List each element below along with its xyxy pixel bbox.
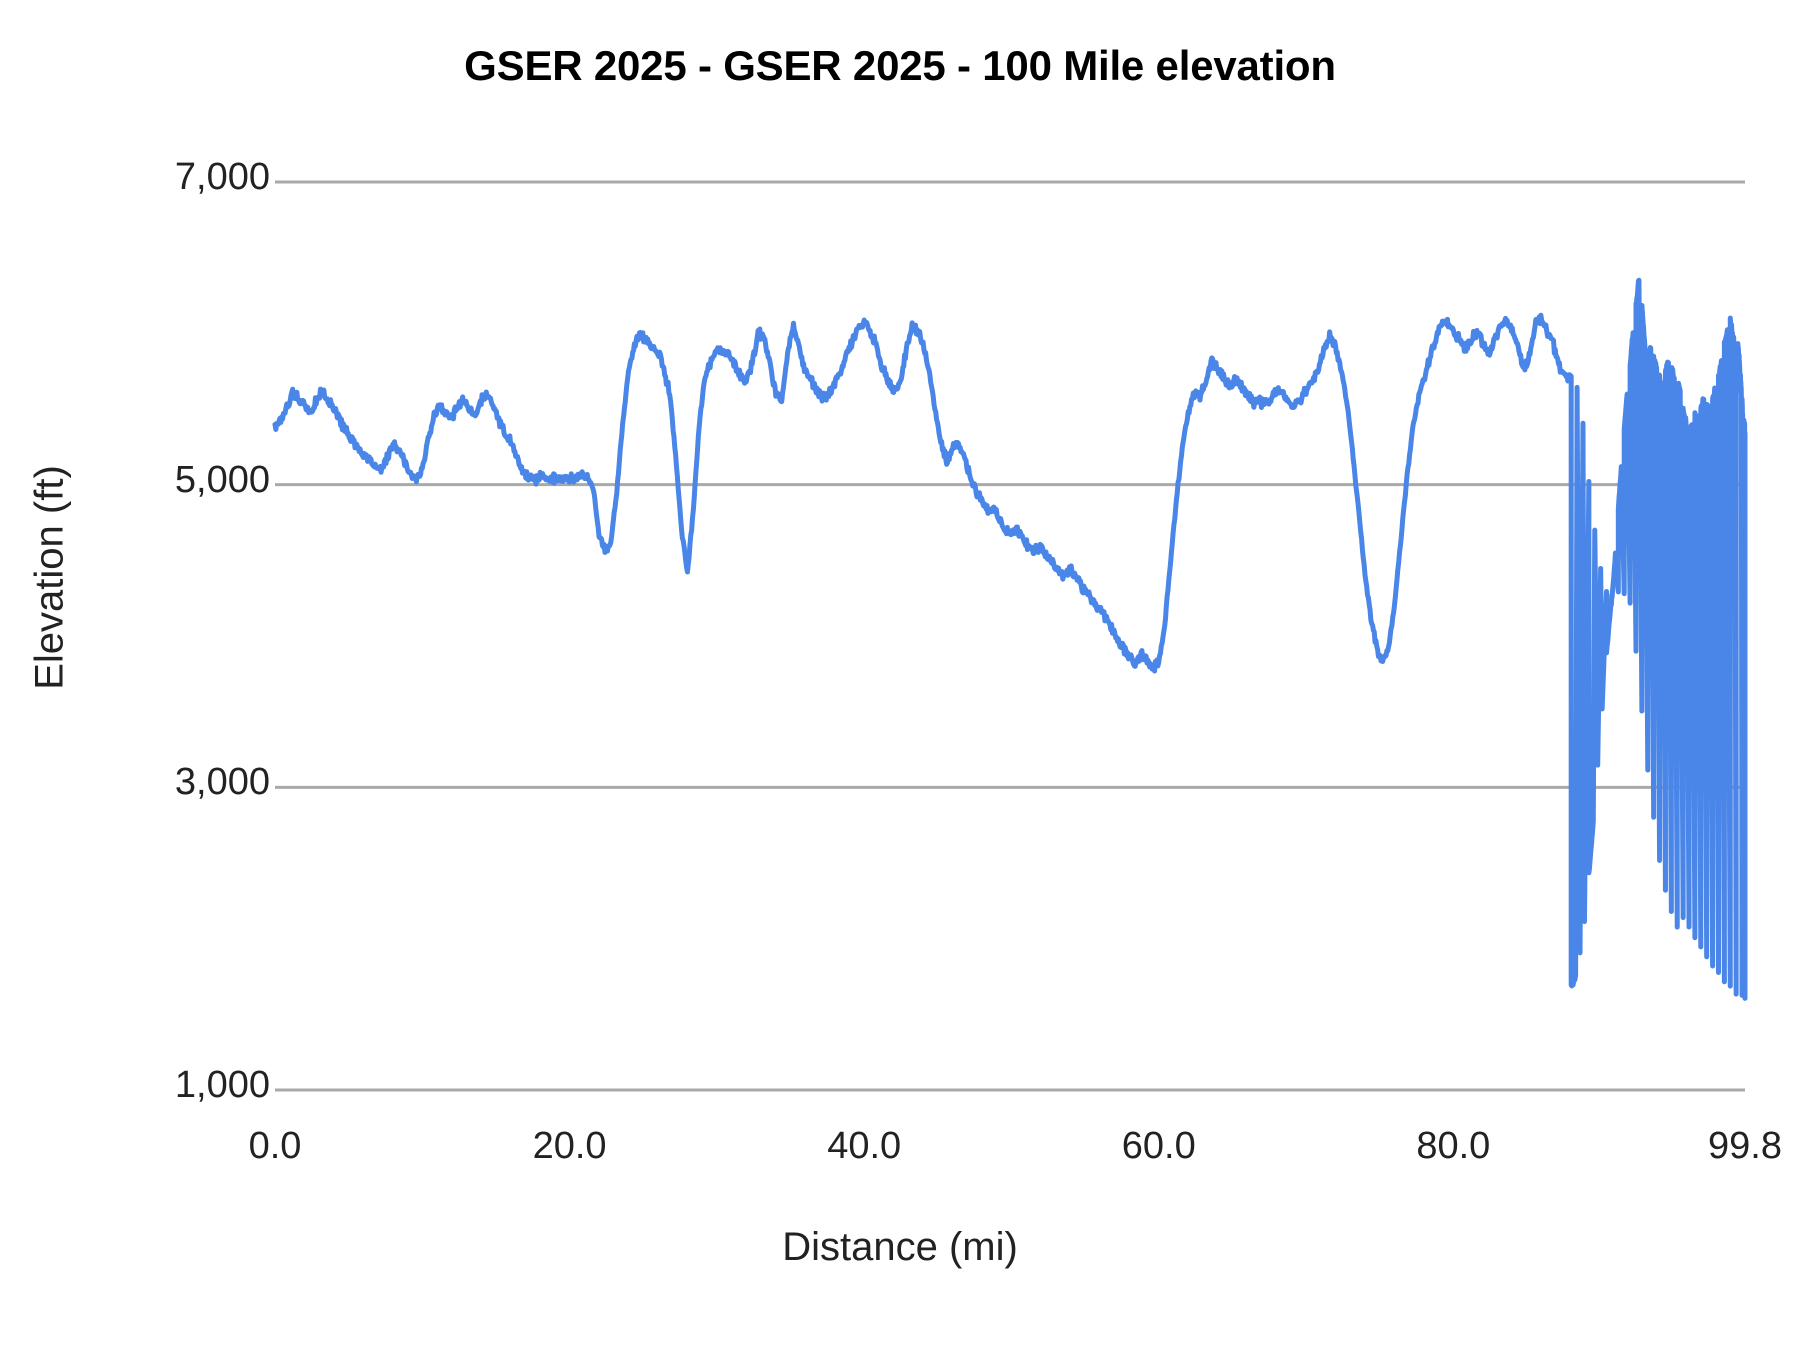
y-axis-ticks: 1,000 3,000 5,000 7,000 (120, 0, 270, 1350)
x-tick-label: 0.0 (248, 1125, 302, 1167)
gridlines (275, 180, 1745, 1092)
x-tick-label: 80.0 (1416, 1125, 1491, 1167)
chart-title: GSER 2025 - GSER 2025 - 100 Mile elevati… (464, 42, 1336, 89)
y-tick-label: 3,000 (174, 761, 270, 804)
x-axis-title: Distance (mi) (782, 1225, 1018, 1269)
y-tick-label: 5,000 (174, 458, 270, 501)
x-tick-label: 60.0 (1121, 1125, 1196, 1167)
data-series (272, 277, 1748, 1001)
x-tick-label: 20.0 (532, 1125, 607, 1167)
x-tick-label: 99.8 (1708, 1125, 1782, 1167)
elevation-line (272, 277, 1748, 1001)
y-tick-label: 7,000 (174, 156, 270, 198)
y-axis-title: Elevation (ft) (27, 465, 72, 690)
x-tick-label: 40.0 (827, 1125, 902, 1167)
y-tick-label: 1,000 (174, 1064, 270, 1106)
